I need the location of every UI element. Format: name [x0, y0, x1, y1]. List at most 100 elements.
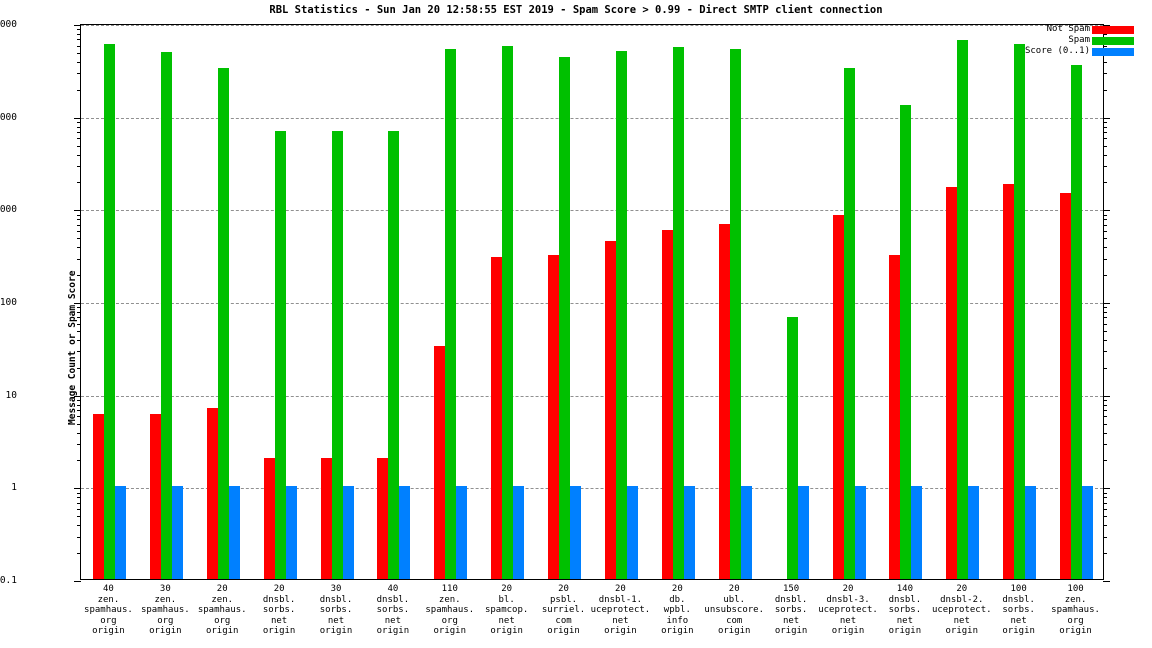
- bar-score[interactable]: [1025, 486, 1037, 579]
- bar-notspam[interactable]: [1060, 193, 1072, 579]
- bar-spam[interactable]: [1014, 44, 1026, 579]
- y-tick-major: [74, 488, 81, 490]
- bar-score[interactable]: [740, 486, 752, 579]
- y-tick-minor-right: [1103, 166, 1107, 168]
- bar-notspam[interactable]: [832, 215, 844, 579]
- bar-group: [377, 25, 411, 579]
- bar-notspam[interactable]: [1003, 183, 1015, 579]
- bar-score[interactable]: [228, 486, 240, 579]
- y-tick-minor: [77, 553, 81, 555]
- bar-spam[interactable]: [843, 67, 855, 579]
- y-tick-minor-right: [1103, 33, 1107, 35]
- bar-spam[interactable]: [388, 131, 400, 579]
- bar-score[interactable]: [456, 486, 468, 579]
- bar-notspam[interactable]: [661, 229, 673, 579]
- bar-score[interactable]: [570, 486, 582, 579]
- bar-group: [320, 25, 354, 579]
- y-tick-major-right: [1103, 117, 1110, 119]
- y-tick-minor: [77, 61, 81, 63]
- bar-spam[interactable]: [729, 49, 741, 579]
- y-tick-minor: [77, 182, 81, 184]
- y-tick-minor-right: [1103, 492, 1107, 494]
- bar-score[interactable]: [114, 486, 126, 579]
- y-axis-title: Message Count or Spam Score: [67, 270, 78, 425]
- bar-notspam[interactable]: [548, 255, 560, 579]
- bar-spam[interactable]: [502, 45, 514, 579]
- bar-notspam[interactable]: [206, 408, 218, 579]
- legend-label: Spam: [1068, 35, 1090, 45]
- bar-score[interactable]: [683, 486, 695, 579]
- bar-group: [92, 25, 126, 579]
- y-tick-minor: [77, 230, 81, 232]
- bar-score[interactable]: [513, 486, 525, 579]
- y-tick-minor: [77, 432, 81, 434]
- bar-spam[interactable]: [1071, 65, 1083, 579]
- y-tick-minor-right: [1103, 367, 1107, 369]
- y-tick-minor-right: [1103, 444, 1107, 446]
- bar-spam[interactable]: [274, 131, 286, 579]
- legend-item[interactable]: Score (0..1): [1008, 47, 1136, 57]
- bar-spam[interactable]: [900, 105, 912, 579]
- y-tick-minor-right: [1103, 247, 1107, 249]
- y-tick-label: 10: [5, 389, 17, 401]
- x-tick-label: 30 dnsbl. sorbs. net origin: [319, 584, 353, 637]
- y-tick-minor: [77, 351, 81, 353]
- y-tick-minor-right: [1103, 45, 1107, 47]
- y-tick-minor-right: [1103, 219, 1107, 221]
- y-tick-minor-right: [1103, 525, 1107, 527]
- bar-notspam[interactable]: [718, 223, 730, 579]
- bar-notspam[interactable]: [604, 241, 616, 579]
- y-tick-minor: [77, 154, 81, 156]
- bar-score[interactable]: [171, 486, 183, 579]
- y-tick-minor-right: [1103, 121, 1107, 123]
- gridline: [81, 25, 1103, 26]
- y-tick-major: [74, 581, 81, 582]
- y-tick-minor-right: [1103, 416, 1107, 418]
- legend-swatch: [1092, 48, 1134, 56]
- bar-spam[interactable]: [445, 48, 457, 579]
- bar-spam[interactable]: [217, 67, 229, 579]
- bar-score[interactable]: [399, 486, 411, 579]
- y-tick-minor-right: [1103, 460, 1107, 462]
- bar-score[interactable]: [797, 486, 809, 579]
- bar-spam[interactable]: [103, 44, 115, 579]
- bar-notspam[interactable]: [491, 256, 503, 579]
- bar-score[interactable]: [626, 486, 638, 579]
- y-tick-minor-right: [1103, 536, 1107, 538]
- y-tick-minor: [77, 311, 81, 313]
- legend-swatch: [1092, 26, 1134, 34]
- bar-notspam[interactable]: [377, 458, 389, 579]
- bar-group: [548, 25, 582, 579]
- bar-spam[interactable]: [786, 316, 798, 579]
- y-tick-minor: [77, 497, 81, 499]
- bar-notspam[interactable]: [92, 414, 104, 579]
- bar-score[interactable]: [285, 486, 297, 579]
- x-tick-label: 20 psbl. surriel. com origin: [541, 584, 586, 637]
- bar-notspam[interactable]: [149, 414, 161, 579]
- bar-notspam[interactable]: [889, 255, 901, 579]
- y-tick-minor-right: [1103, 423, 1107, 425]
- bar-notspam[interactable]: [263, 458, 275, 579]
- bar-spam[interactable]: [559, 56, 571, 579]
- bar-notspam[interactable]: [946, 186, 958, 579]
- bar-score[interactable]: [911, 486, 923, 579]
- bar-score[interactable]: [854, 486, 866, 579]
- legend-item[interactable]: Spam: [1008, 35, 1136, 46]
- bar-spam[interactable]: [672, 47, 684, 579]
- bar-notspam[interactable]: [434, 345, 446, 579]
- x-tick-label: 140 dnsbl. sorbs. net origin: [888, 584, 922, 637]
- legend-item[interactable]: Not Spam: [1008, 25, 1136, 35]
- bar-spam[interactable]: [957, 40, 969, 579]
- bar-score[interactable]: [1082, 486, 1094, 579]
- bar-spam[interactable]: [615, 50, 627, 579]
- bar-score[interactable]: [968, 486, 980, 579]
- bar-score[interactable]: [342, 486, 354, 579]
- bar-group: [832, 25, 866, 579]
- y-tick-minor: [77, 39, 81, 41]
- bar-spam[interactable]: [331, 131, 343, 579]
- bar-spam[interactable]: [160, 51, 172, 579]
- y-tick-major: [74, 395, 81, 397]
- bar-notspam[interactable]: [320, 458, 332, 579]
